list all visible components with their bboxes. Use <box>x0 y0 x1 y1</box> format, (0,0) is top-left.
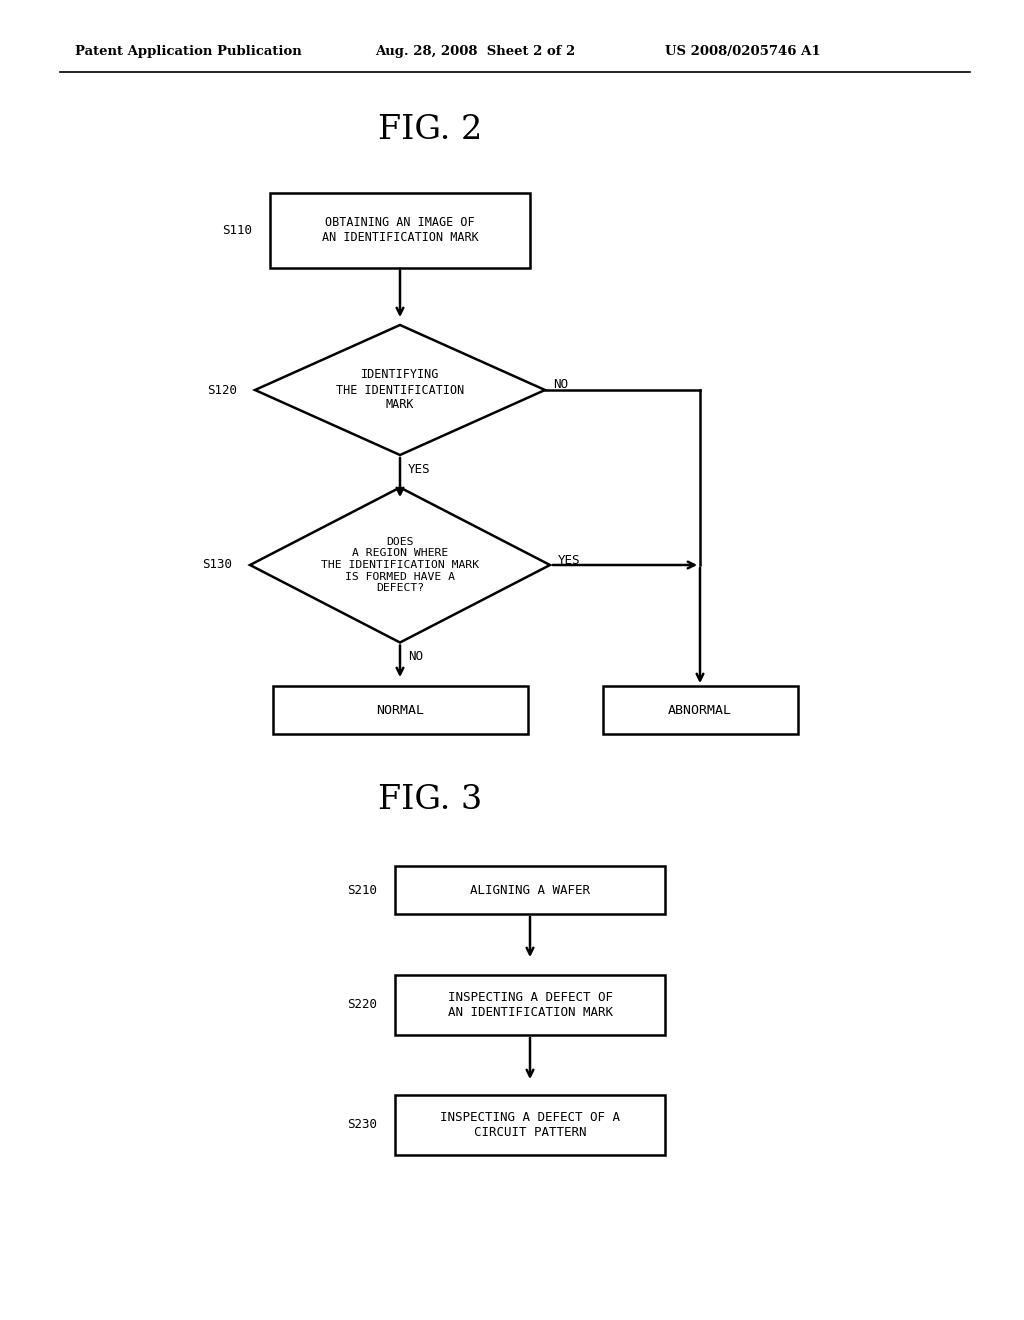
Polygon shape <box>255 325 545 455</box>
Bar <box>395 866 665 913</box>
Polygon shape <box>250 487 550 643</box>
Bar <box>395 975 665 1035</box>
Bar <box>395 1096 665 1155</box>
Text: INSPECTING A DEFECT OF
AN IDENTIFICATION MARK: INSPECTING A DEFECT OF AN IDENTIFICATION… <box>447 991 612 1019</box>
Bar <box>602 686 798 734</box>
Text: NORMAL: NORMAL <box>376 704 424 717</box>
Text: NO: NO <box>408 651 423 664</box>
Text: S210: S210 <box>347 883 377 896</box>
Text: FIG. 3: FIG. 3 <box>378 784 482 816</box>
Bar <box>270 193 530 268</box>
Text: IDENTIFYING
THE IDENTIFICATION
MARK: IDENTIFYING THE IDENTIFICATION MARK <box>336 368 464 412</box>
Text: FIG. 2: FIG. 2 <box>378 114 482 147</box>
Text: S130: S130 <box>202 558 232 572</box>
Text: OBTAINING AN IMAGE OF
AN IDENTIFICATION MARK: OBTAINING AN IMAGE OF AN IDENTIFICATION … <box>322 216 478 244</box>
Text: Aug. 28, 2008  Sheet 2 of 2: Aug. 28, 2008 Sheet 2 of 2 <box>375 45 575 58</box>
Text: ABNORMAL: ABNORMAL <box>668 704 732 717</box>
Text: YES: YES <box>408 463 430 477</box>
Text: INSPECTING A DEFECT OF A
CIRCUIT PATTERN: INSPECTING A DEFECT OF A CIRCUIT PATTERN <box>440 1111 620 1139</box>
Text: NO: NO <box>553 379 568 392</box>
Text: S120: S120 <box>207 384 237 396</box>
Text: S220: S220 <box>347 998 377 1011</box>
Text: S110: S110 <box>222 223 252 236</box>
Bar <box>272 686 527 734</box>
Text: ALIGNING A WAFER: ALIGNING A WAFER <box>470 883 590 896</box>
Text: Patent Application Publication: Patent Application Publication <box>75 45 302 58</box>
Text: DOES
A REGION WHERE
THE IDENTIFICATION MARK
IS FORMED HAVE A
DEFECT?: DOES A REGION WHERE THE IDENTIFICATION M… <box>321 537 479 593</box>
Text: YES: YES <box>558 553 581 566</box>
Text: S230: S230 <box>347 1118 377 1131</box>
Text: US 2008/0205746 A1: US 2008/0205746 A1 <box>665 45 820 58</box>
